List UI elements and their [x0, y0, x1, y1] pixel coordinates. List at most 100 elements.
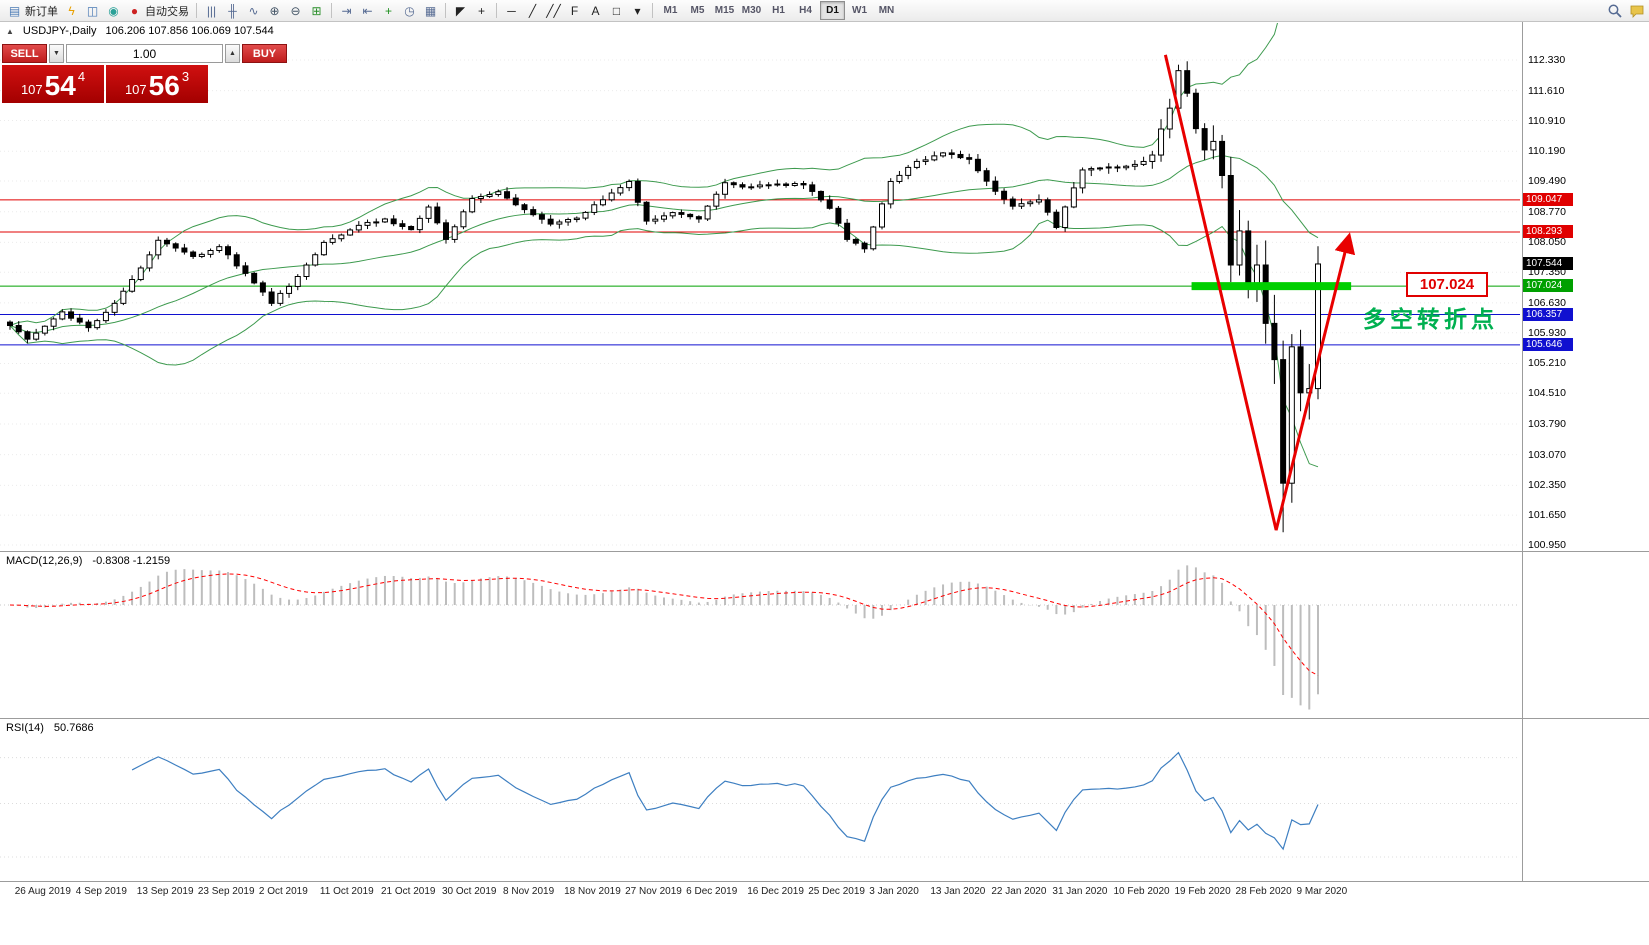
- zoom-out-icon[interactable]: ⊖: [285, 1, 306, 21]
- crosshair-icon[interactable]: +: [471, 1, 492, 21]
- date-axis-label: 13 Jan 2020: [930, 886, 986, 897]
- tile-windows-icon: ⊞: [311, 3, 322, 18]
- main-macd-splitter[interactable]: [0, 551, 1649, 552]
- timeframe-h4[interactable]: H4: [799, 5, 812, 16]
- trendline-tool-icon[interactable]: ╱: [522, 1, 543, 21]
- price-axis-tick: 108.050: [1528, 236, 1566, 249]
- date-axis-label: 27 Nov 2019: [625, 886, 682, 897]
- volume-input[interactable]: [66, 44, 223, 63]
- date-axis-label: 8 Nov 2019: [503, 886, 555, 897]
- timeframe-d1[interactable]: D1: [820, 1, 845, 20]
- signals-icon[interactable]: ◉: [103, 1, 124, 21]
- candlestick-chart-icon[interactable]: ╫: [222, 1, 243, 21]
- zoom-in-icon[interactable]: ⊕: [264, 1, 285, 21]
- price-level-tag: 107.024: [1523, 279, 1573, 293]
- auto-scroll-icon[interactable]: ⇥: [336, 1, 357, 21]
- rsi-value: 50.7686: [53, 722, 94, 734]
- macd-indicator-label: MACD(12,26,9) -0.8308 -1.2159: [6, 555, 170, 567]
- date-axis-label: 19 Feb 2020: [1174, 886, 1231, 897]
- timeframe-w1[interactable]: W1: [852, 5, 867, 16]
- new-order-button[interactable]: ▤ 新订单: [4, 1, 61, 21]
- timeframe-toolbar: M1 M5 M15 M30 H1 H4 D1 W1 MN: [657, 1, 900, 20]
- turning-point-label[interactable]: 多空转折点: [1363, 306, 1498, 332]
- toolbar-separator: [196, 3, 197, 18]
- timeframe-m30[interactable]: M30: [741, 5, 762, 16]
- periods-icon[interactable]: ◷: [399, 1, 420, 21]
- bar-chart-icon[interactable]: |||: [201, 1, 222, 21]
- timeframe-m1[interactable]: M1: [663, 5, 678, 16]
- tile-windows-icon[interactable]: ⊞: [306, 1, 327, 21]
- date-axis-label: 22 Jan 2020: [991, 886, 1047, 897]
- channel-tool-icon[interactable]: ╱╱: [543, 1, 564, 21]
- sell-price-button[interactable]: 107 54 4: [2, 65, 104, 103]
- buy-button[interactable]: BUY: [242, 44, 287, 63]
- macd-rsi-splitter[interactable]: [0, 718, 1649, 719]
- price-axis[interactable]: 112.330 111.610 110.910 110.190 109.490 108.7…: [1522, 22, 1649, 881]
- rsi-name: RSI(14): [6, 722, 44, 734]
- date-axis-label: 25 Dec 2019: [808, 886, 865, 897]
- price-axis-tick: 100.950: [1528, 538, 1566, 551]
- zoom-in-icon: ⊕: [269, 3, 280, 18]
- hline-tool-icon[interactable]: ─: [501, 1, 522, 21]
- date-axis-label: 2 Oct 2019: [258, 886, 308, 897]
- symbol-ohlc: 106.206 107.856 106.069 107.544: [105, 25, 274, 37]
- toolbar-right-group: [1601, 3, 1645, 19]
- chat-icon[interactable]: [1629, 3, 1645, 19]
- indicators-icon[interactable]: +: [378, 1, 399, 21]
- search-icon[interactable]: [1607, 3, 1623, 19]
- oneclick-collapse-icon[interactable]: ▲: [6, 26, 14, 36]
- price-axis-tick: 106.630: [1528, 296, 1566, 309]
- sell-price-sup: 4: [77, 69, 86, 84]
- cursor-icon[interactable]: ◤: [450, 1, 471, 21]
- buy-price-button[interactable]: 107 56 3: [106, 65, 208, 103]
- price-axis-tick: 108.770: [1528, 205, 1566, 218]
- buy-price-big: 56: [148, 70, 180, 101]
- macd-values: -0.8308 -1.2159: [92, 555, 171, 567]
- volume-increase-button[interactable]: ▲: [225, 44, 240, 63]
- timeframe-mn[interactable]: MN: [878, 5, 895, 16]
- date-axis-label: 13 Sep 2019: [136, 886, 194, 897]
- metaeditor-icon[interactable]: ϟ: [61, 1, 82, 21]
- timeframe-m15[interactable]: M15: [714, 5, 735, 16]
- timeframe-m5[interactable]: M5: [690, 5, 705, 16]
- fibonacci-tool-icon[interactable]: F: [564, 1, 585, 21]
- date-axis-label: 9 Mar 2020: [1296, 886, 1348, 897]
- volume-decrease-button[interactable]: ▼: [49, 44, 64, 63]
- hline-tool-icon: ─: [507, 3, 516, 18]
- text-tool-icon[interactable]: A: [585, 1, 606, 21]
- zoom-out-icon: ⊖: [290, 3, 301, 18]
- toolbar-separator: [496, 3, 497, 18]
- chart-shift-icon[interactable]: ⇤: [357, 1, 378, 21]
- candlestick-chart-icon: ╫: [228, 3, 237, 18]
- time-axis[interactable]: 26 Aug 2019 4 Sep 2019 13 Sep 2019 23 Sep 2…: [0, 882, 1649, 902]
- price-level-tag: 108.293: [1523, 225, 1573, 239]
- navigator-icon[interactable]: ◫: [82, 1, 103, 21]
- autotrading-button[interactable]: ● 自动交易: [124, 1, 192, 21]
- support-highlight-bar: [1191, 282, 1352, 291]
- autotrading-icon: ●: [130, 3, 139, 18]
- price-axis-tick: 110.910: [1528, 114, 1566, 127]
- sell-button[interactable]: SELL: [2, 44, 47, 63]
- auto-scroll-icon: ⇥: [341, 3, 352, 18]
- templates-icon: ▦: [424, 3, 437, 18]
- date-axis-label: 31 Jan 2020: [1052, 886, 1108, 897]
- price-axis-tick: 111.610: [1528, 84, 1565, 97]
- date-axis-label: 26 Aug 2019: [14, 886, 71, 897]
- crosshair-icon: +: [477, 3, 485, 18]
- price-level-tag: 106.357: [1523, 307, 1573, 321]
- price-annotation-box[interactable]: 107.024: [1406, 272, 1488, 297]
- arrows-dropdown-icon[interactable]: ▾: [627, 1, 648, 21]
- line-chart-icon[interactable]: ∿: [243, 1, 264, 21]
- shapes-tool-icon[interactable]: □: [606, 1, 627, 21]
- price-level-tag: 109.047: [1523, 192, 1573, 206]
- date-axis-label: 21 Oct 2019: [380, 886, 436, 897]
- timeframe-h1[interactable]: H1: [772, 5, 785, 16]
- autotrading-button-label: 自动交易: [145, 5, 189, 18]
- date-axis-label: 16 Dec 2019: [747, 886, 804, 897]
- price-axis-tick: 105.930: [1528, 326, 1566, 339]
- date-axis-label: 3 Jan 2020: [869, 886, 919, 897]
- templates-icon[interactable]: ▦: [420, 1, 441, 21]
- sell-price-big: 54: [44, 70, 76, 101]
